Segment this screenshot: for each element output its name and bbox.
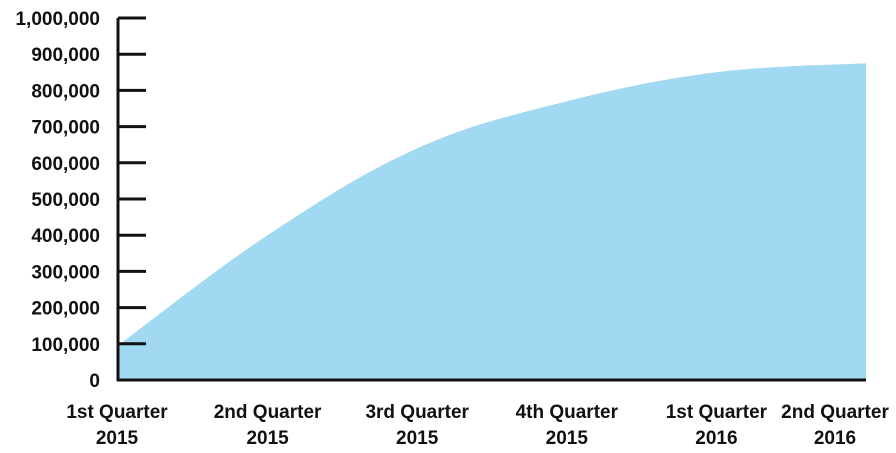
- y-tick-label: 0: [89, 371, 100, 392]
- y-tick-label: 300,000: [31, 262, 100, 283]
- x-category-label: 3rd Quarter 2015: [365, 402, 469, 449]
- x-axis: 1st Quarter 2015 2nd Quarter 2015 3rd Quarte…: [66, 378, 889, 449]
- area-series: [118, 63, 866, 380]
- y-tick-label: 100,000: [31, 335, 100, 356]
- y-tick-label: 700,000: [31, 118, 100, 139]
- y-tick-label: 800,000: [31, 81, 100, 102]
- x-category-label: 1st Quarter 2015: [66, 402, 168, 449]
- y-tick-label: 600,000: [31, 154, 100, 175]
- y-axis: 0 100,000 200,000 300,000 400,000 500,000 600,…: [15, 9, 146, 392]
- y-tick-label: 900,000: [31, 45, 100, 66]
- x-category-label: 1st Quarter 2016: [666, 402, 768, 449]
- x-category-label: 4th Quarter 2015: [516, 402, 619, 449]
- y-tick-label: 400,000: [31, 226, 100, 247]
- y-tick-label: 200,000: [31, 299, 100, 320]
- y-tick-label: 1,000,000: [15, 9, 100, 30]
- x-category-label: 2nd Quarter 2016: [781, 402, 889, 449]
- y-tick-label: 500,000: [31, 190, 100, 211]
- x-category-label: 2nd Quarter 2015: [214, 402, 322, 449]
- plot-area: [118, 63, 866, 380]
